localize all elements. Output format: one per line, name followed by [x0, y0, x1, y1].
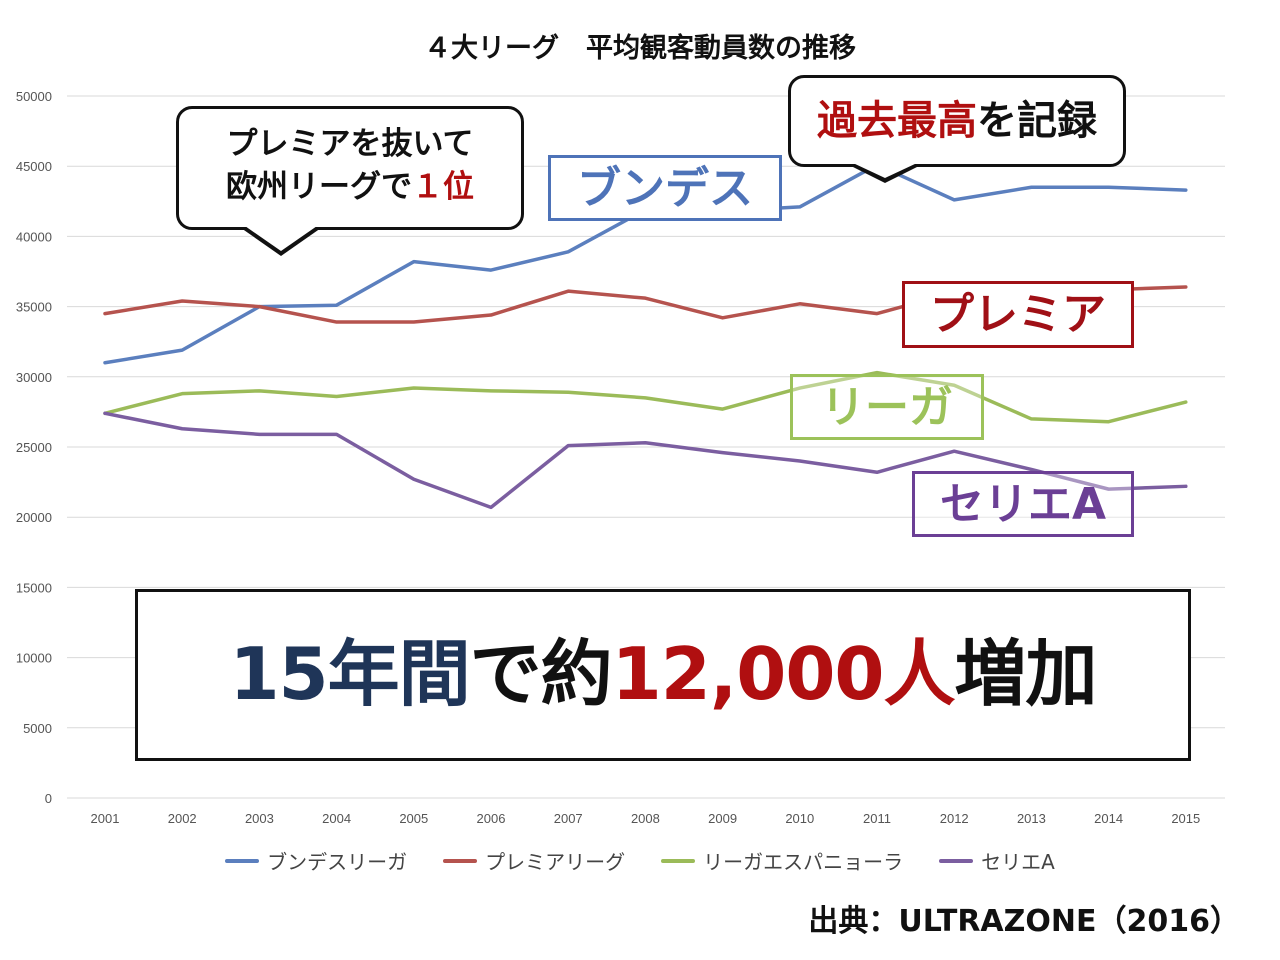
x-tick-label: 2004: [322, 811, 351, 826]
summary-box: 15年間で約12,000人増加: [135, 589, 1191, 761]
callout-tail-fill: [853, 163, 917, 178]
legend-swatch: [225, 858, 260, 863]
label-serie-a: セリエA: [912, 471, 1134, 537]
callout-line2-emphasis: １位: [412, 169, 474, 205]
x-tick-label: 2002: [168, 811, 197, 826]
legend-item: セリエA: [939, 846, 1055, 875]
y-tick-label: 20000: [16, 510, 52, 525]
label-liga: リーガ: [790, 374, 984, 440]
legend-label: ブンデスリーガ: [267, 850, 408, 874]
y-tick-label: 10000: [16, 651, 52, 666]
x-tick-label: 2007: [554, 811, 583, 826]
y-tick-label: 35000: [16, 300, 52, 315]
y-tick-label: 0: [45, 791, 52, 806]
label-premier: プレミア: [902, 281, 1134, 348]
callout-bubble-record: 過去最高を記録: [788, 75, 1126, 183]
y-tick-label: 15000: [16, 580, 52, 595]
y-tick-label: 30000: [16, 370, 52, 385]
legend-swatch: [939, 858, 974, 863]
x-tick-label: 2015: [1171, 811, 1200, 826]
x-tick-label: 2008: [631, 811, 660, 826]
y-tick-label: 25000: [16, 440, 52, 455]
x-tick-label: 2013: [1017, 811, 1046, 826]
callout-record-emphasis: 過去最高: [817, 98, 977, 144]
x-tick-label: 2006: [477, 811, 506, 826]
callout-tail-fill: [245, 226, 317, 251]
legend-swatch: [443, 858, 478, 863]
legend-label: プレミアリーグ: [485, 850, 626, 874]
x-tick-label: 2003: [245, 811, 274, 826]
x-tick-label: 2005: [399, 811, 428, 826]
callout-bubble-first-place: プレミアを抜いて 欧州リーグで１位: [176, 106, 524, 256]
legend-item: プレミアリーグ: [443, 846, 625, 875]
y-tick-label: 5000: [23, 721, 52, 736]
y-tick-label: 50000: [16, 89, 52, 104]
y-tick-label: 45000: [16, 159, 52, 174]
callout-record-text: を記録: [977, 98, 1097, 144]
source-citation: 出典：ULTRAZONE（2016）: [808, 904, 1240, 939]
callout-line1: プレミアを抜いて: [226, 126, 474, 162]
summary-amount: 12,000人: [611, 632, 956, 716]
callout-line2: 欧州リーグで１位: [179, 166, 521, 209]
y-axis-ticks: 0 5000 10000 15000 20000 25000 30000 35000 40000…: [16, 89, 52, 806]
legend-label: リーガエスパニョーラ: [703, 850, 904, 874]
x-tick-label: 2014: [1094, 811, 1123, 826]
series-line-2: [103, 370, 1188, 424]
summary-years: 15年間: [229, 632, 470, 716]
x-tick-label: 2009: [708, 811, 737, 826]
series-line-3: [103, 411, 1188, 510]
x-tick-label: 2010: [785, 811, 814, 826]
legend-item: リーガエスパニョーラ: [661, 846, 903, 875]
y-tick-label: 40000: [16, 229, 52, 244]
label-bundesliga: ブンデス: [548, 155, 782, 221]
x-tick-label: 2012: [940, 811, 969, 826]
legend-label: セリエA: [981, 850, 1055, 874]
x-axis-ticks: 2001 2002 2003 2004 2005 2006 2007 2008 2009 2010…: [91, 811, 1201, 826]
legend-swatch: [661, 858, 696, 863]
chart-title: ４大リーグ 平均観客動員数の推移: [424, 33, 856, 64]
summary-increase: 増加: [954, 632, 1098, 716]
legend: ブンデスリーガ プレミアリーグ リーガエスパニョーラ セリエA: [0, 846, 1280, 875]
x-tick-label: 2001: [91, 811, 120, 826]
x-tick-label: 2011: [863, 811, 891, 826]
summary-about: で約: [469, 632, 613, 716]
legend-item: ブンデスリーガ: [225, 846, 407, 875]
callout-line2-text: 欧州リーグで: [226, 169, 412, 205]
